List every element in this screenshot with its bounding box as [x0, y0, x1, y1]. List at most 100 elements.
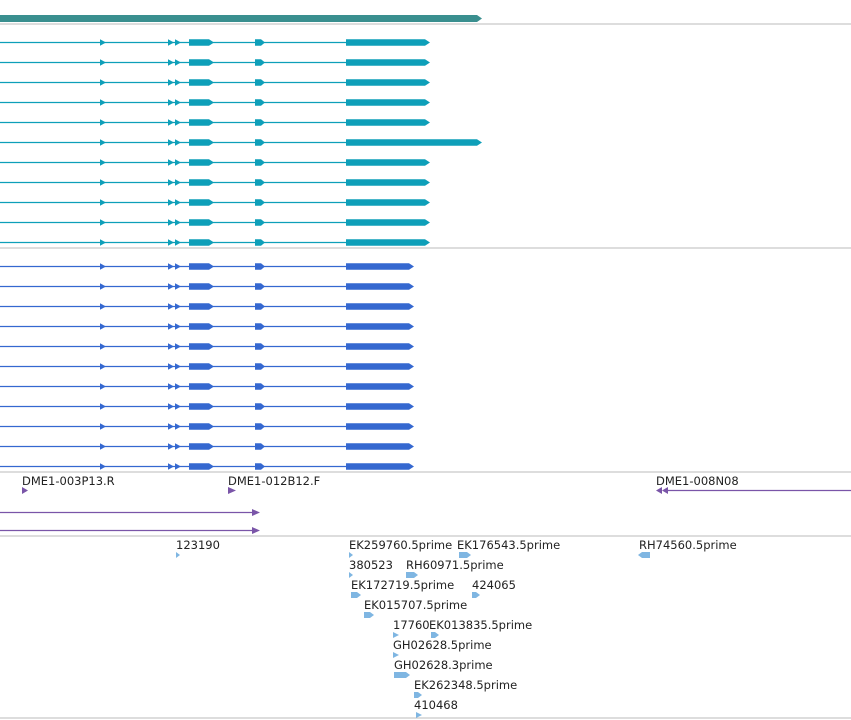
exon-marker	[100, 303, 106, 310]
exon	[189, 443, 214, 450]
transcript-row[interactable]	[0, 423, 414, 430]
exon-marker	[175, 59, 181, 66]
exon-marker	[100, 423, 106, 430]
exon-marker	[175, 343, 181, 350]
est-label: 410468	[414, 698, 458, 712]
exon	[255, 463, 265, 470]
exon	[255, 59, 265, 66]
transcript-row[interactable]	[0, 323, 414, 330]
exon-marker	[100, 263, 106, 270]
clone-marker[interactable]	[662, 487, 668, 494]
exon-marker	[175, 139, 181, 146]
exon-cds	[346, 283, 414, 290]
exon	[189, 363, 214, 370]
transcript-row[interactable]	[0, 303, 414, 310]
transcript-row[interactable]	[0, 403, 414, 410]
exon-marker	[168, 383, 174, 390]
est-label: EK172719.5prime	[351, 578, 455, 592]
exon-marker	[175, 219, 181, 226]
exon-marker	[175, 39, 181, 46]
exon	[255, 79, 265, 86]
exon-marker	[168, 159, 174, 166]
transcript-row[interactable]	[0, 283, 414, 290]
exon-marker	[100, 219, 106, 226]
transcript-row[interactable]	[0, 363, 414, 370]
exon	[189, 159, 214, 166]
exon-marker	[175, 79, 181, 86]
exon	[255, 219, 265, 226]
exon	[189, 463, 214, 470]
est-marker[interactable]	[393, 632, 399, 638]
est-marker[interactable]	[416, 712, 422, 718]
est-marker[interactable]	[393, 652, 399, 658]
exon-cds	[346, 263, 414, 270]
transcript-row[interactable]	[0, 119, 430, 126]
exon-marker	[168, 263, 174, 270]
exon-marker	[175, 199, 181, 206]
est-marker[interactable]	[176, 552, 180, 558]
transcript-row[interactable]	[0, 79, 430, 86]
est-marker[interactable]	[459, 552, 471, 558]
est-marker[interactable]	[349, 572, 353, 578]
est-marker[interactable]	[351, 592, 361, 598]
transcript-row[interactable]	[0, 39, 430, 46]
exon-marker	[175, 303, 181, 310]
exon-cds	[346, 343, 414, 350]
transcript-row[interactable]	[0, 239, 430, 246]
exon-marker	[175, 159, 181, 166]
exon-marker	[168, 59, 174, 66]
transcript-row[interactable]	[0, 263, 414, 270]
clone-label: DME1-003P13.R	[22, 474, 115, 488]
transcript-row[interactable]	[0, 199, 430, 206]
est-marker[interactable]	[472, 592, 480, 598]
exon-marker	[175, 99, 181, 106]
exon-marker	[175, 323, 181, 330]
transcript-row[interactable]	[0, 139, 482, 146]
exon-marker	[168, 343, 174, 350]
transcript-row[interactable]	[0, 343, 414, 350]
exon	[189, 423, 214, 430]
transcript-row[interactable]	[0, 159, 430, 166]
exon	[255, 199, 265, 206]
est-marker[interactable]	[431, 632, 439, 638]
exon-marker	[100, 179, 106, 186]
transcript-row[interactable]	[0, 383, 414, 390]
exon-marker	[168, 323, 174, 330]
exon-marker	[100, 139, 106, 146]
est-label: 17760	[393, 618, 430, 632]
gene-bar[interactable]	[0, 15, 482, 22]
clone-marker[interactable]	[656, 487, 662, 494]
exon	[255, 139, 265, 146]
est-marker[interactable]	[414, 692, 422, 698]
exon	[189, 79, 214, 86]
transcript-row[interactable]	[0, 179, 430, 186]
exon	[189, 119, 214, 126]
est-marker[interactable]	[638, 552, 650, 558]
exon	[189, 179, 214, 186]
est-marker[interactable]	[364, 612, 374, 618]
exon	[189, 219, 214, 226]
transcript-row[interactable]	[0, 443, 414, 450]
est-label: 123190	[176, 538, 220, 552]
exon-cds	[346, 219, 430, 226]
est-marker[interactable]	[394, 672, 410, 678]
transcript-row[interactable]	[0, 219, 430, 226]
transcript-row[interactable]	[0, 99, 430, 106]
transcript-row[interactable]	[0, 463, 414, 470]
est-marker[interactable]	[349, 552, 353, 558]
exon	[189, 39, 214, 46]
clone-marker[interactable]	[228, 487, 236, 494]
est-marker[interactable]	[406, 572, 418, 578]
exon	[189, 239, 214, 246]
exon-cds	[346, 363, 414, 370]
transcript-row[interactable]	[0, 59, 430, 66]
exon-marker	[168, 443, 174, 450]
exon	[255, 403, 265, 410]
exon-marker	[175, 363, 181, 370]
exon-marker	[168, 179, 174, 186]
clone-marker[interactable]	[22, 487, 28, 494]
exon-cds	[346, 323, 414, 330]
exon-marker	[175, 179, 181, 186]
exon-marker	[168, 303, 174, 310]
est-label: RH74560.5prime	[639, 538, 737, 552]
